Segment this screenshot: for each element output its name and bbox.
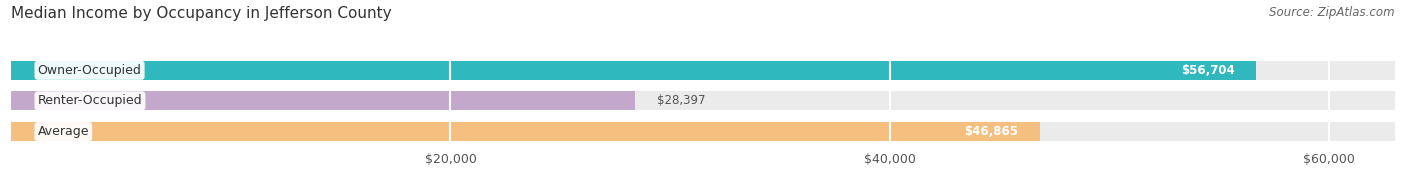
Text: Owner-Occupied: Owner-Occupied [38,64,142,77]
Text: $46,865: $46,865 [965,125,1018,138]
Text: $56,704: $56,704 [1181,64,1234,77]
Text: Source: ZipAtlas.com: Source: ZipAtlas.com [1270,6,1395,19]
Bar [11,122,1040,141]
Bar [11,91,1395,111]
Text: Average: Average [38,125,89,138]
Bar [11,91,636,111]
Text: Median Income by Occupancy in Jefferson County: Median Income by Occupancy in Jefferson … [11,6,392,21]
Bar [11,122,1395,141]
Bar [11,61,1395,80]
Text: Renter-Occupied: Renter-Occupied [38,94,142,107]
Bar [11,61,1257,80]
Text: $28,397: $28,397 [657,94,706,107]
